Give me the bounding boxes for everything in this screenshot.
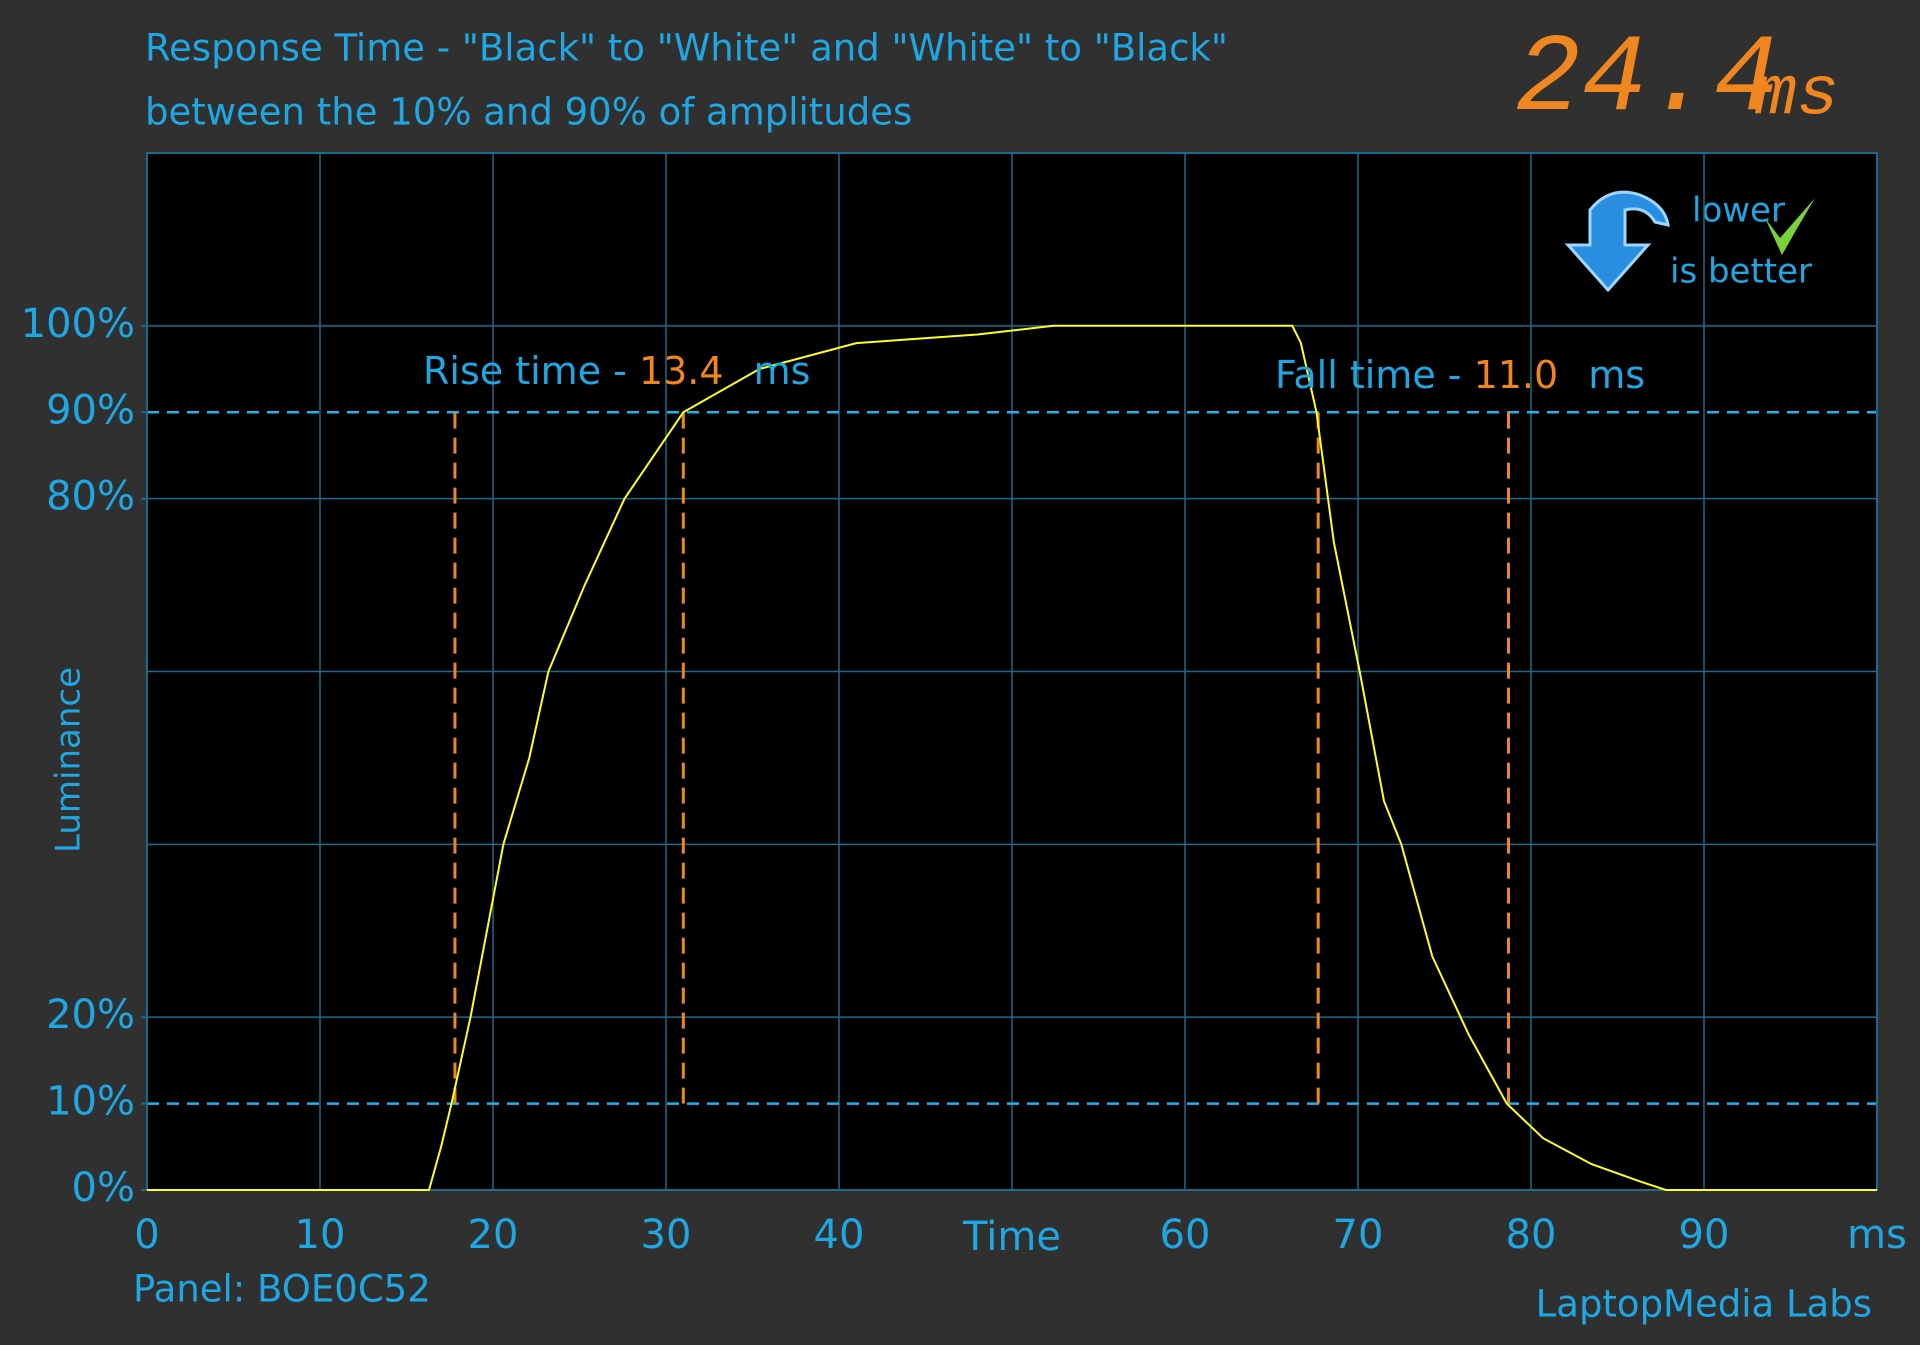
panel-label: Panel: BOE0C52 — [133, 1268, 431, 1311]
readout: 24.4 — [1515, 18, 1779, 143]
annotation: Rise time - 13.4 ms — [423, 349, 810, 393]
y-tick-label: 20% — [46, 992, 135, 1038]
x-tick-label: 90 — [1679, 1212, 1730, 1258]
y-tick-label: 100% — [21, 301, 135, 347]
x-axis-unit: ms — [1847, 1212, 1907, 1258]
badge-text: is better — [1670, 252, 1812, 292]
annotation-text: Rise time - — [423, 349, 639, 393]
annotation-text: Fall time - — [1275, 353, 1474, 397]
credit: LaptopMedia Labs — [1536, 1283, 1872, 1326]
x-tick-label: 70 — [1333, 1212, 1384, 1258]
y-tick-label: 0% — [72, 1165, 135, 1211]
x-tick-label: 20 — [468, 1212, 519, 1258]
readout-unit: ms — [1755, 56, 1839, 135]
annotation: Fall time - 11.0 ms — [1275, 353, 1645, 397]
chart-subtitle: between the 10% and 90% of amplitudes — [145, 91, 912, 134]
y-tick-label: 80% — [46, 474, 135, 520]
badge-text: lower — [1692, 191, 1785, 231]
y-tick-label: 90% — [46, 387, 135, 433]
annotation-unit: ms — [1588, 353, 1645, 397]
x-tick-label: 0 — [134, 1212, 159, 1258]
x-axis-label: Time — [962, 1214, 1061, 1260]
plot-frame — [146, 152, 1878, 1191]
chart-title: Response Time - "Black" to "White" and "… — [145, 27, 1228, 70]
x-tick-label: 30 — [641, 1212, 692, 1258]
badge-icon — [1564, 190, 1815, 293]
x-tick-label: 10 — [295, 1212, 346, 1258]
x-tick-label: 40 — [814, 1212, 865, 1258]
y-tick-label: 10% — [46, 1079, 135, 1125]
x-tick-label: 60 — [1160, 1212, 1211, 1258]
trace-line — [147, 324, 1877, 1191]
x-tick-label: 80 — [1506, 1212, 1557, 1258]
annotation-value: 11.0 — [1474, 353, 1559, 397]
annotation-value: 13.4 — [639, 349, 724, 393]
annotation-unit: ms — [754, 349, 811, 393]
y-axis-label: Luminance — [49, 667, 89, 853]
